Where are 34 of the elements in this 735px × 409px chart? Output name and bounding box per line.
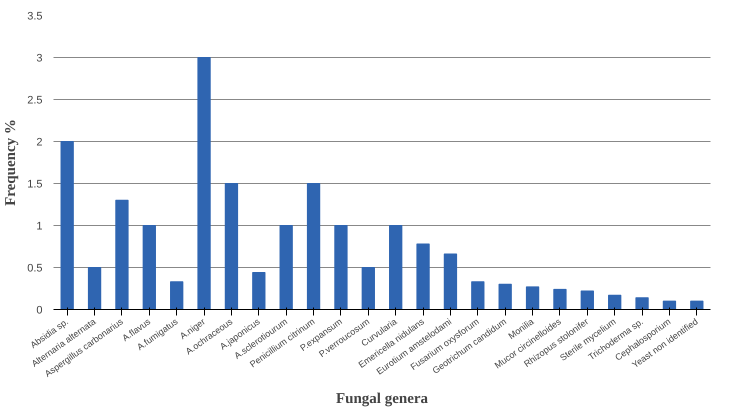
y-tick-label: 3.5 [27, 10, 43, 22]
bar [306, 183, 320, 310]
bar [170, 281, 184, 310]
bar [115, 200, 129, 310]
bar [526, 286, 540, 310]
bar [608, 294, 622, 310]
bar [142, 225, 156, 310]
y-tick-label: 1 [36, 220, 43, 232]
bar [690, 300, 704, 310]
bar [60, 141, 74, 310]
y-tick-label: 3 [36, 52, 43, 64]
y-tick-label: 0.5 [27, 262, 43, 274]
bar [553, 288, 567, 310]
bar [498, 284, 512, 310]
bar [416, 243, 430, 310]
bar [444, 254, 458, 310]
bar [88, 267, 102, 310]
x-axis-title: Fungal genera [336, 390, 429, 407]
bar [334, 225, 348, 310]
y-tick-label: 1.5 [27, 178, 43, 190]
y-axis-title: Frequency % [3, 119, 20, 206]
bar [580, 290, 594, 310]
bar [662, 300, 676, 310]
bar [362, 267, 375, 310]
bar [389, 225, 402, 310]
bar [635, 297, 649, 310]
bar [280, 225, 293, 310]
bar [224, 183, 238, 310]
bar [197, 57, 211, 310]
y-tick-label: 2.5 [27, 94, 43, 106]
bar [252, 272, 266, 310]
bar [471, 281, 484, 310]
y-tick-label: 0 [36, 304, 43, 316]
y-tick-label: 2 [36, 136, 43, 148]
